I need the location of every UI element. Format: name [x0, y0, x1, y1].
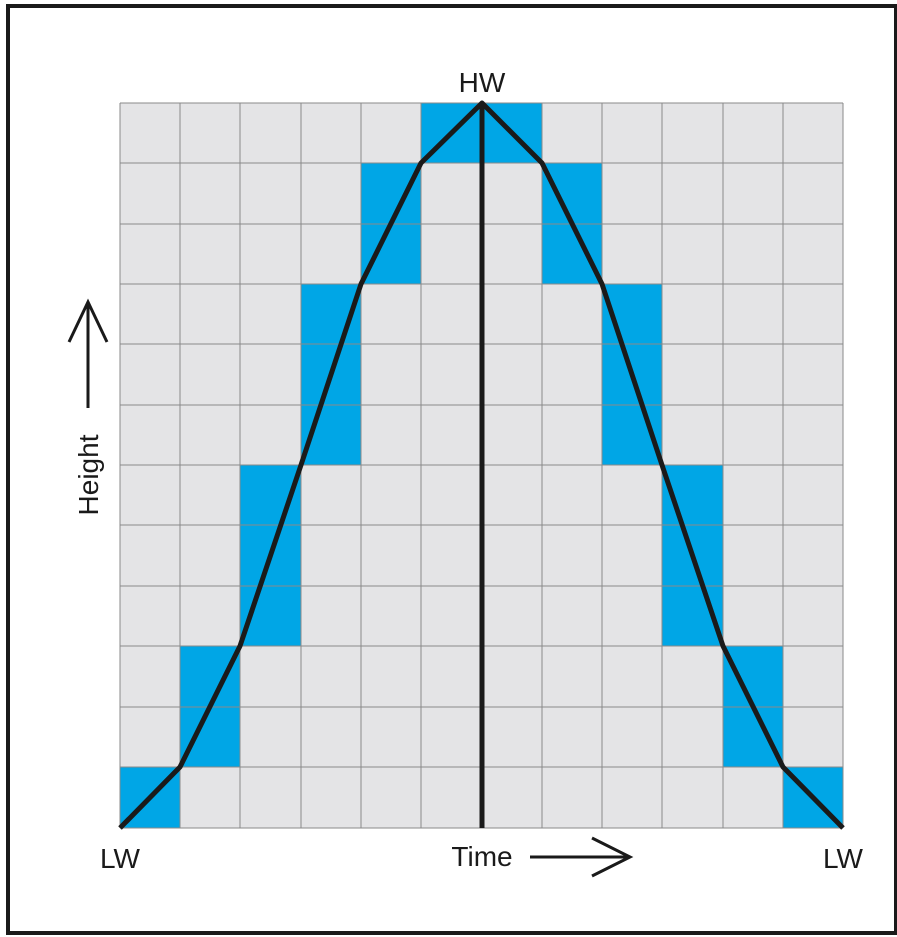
- lw-label: LW: [823, 843, 863, 874]
- lw-label: LW: [100, 843, 140, 874]
- y-axis-label: Height: [73, 434, 104, 515]
- time-arrow: [530, 836, 634, 878]
- x-axis-label: Time: [451, 841, 512, 872]
- hw-label: HW: [459, 67, 506, 98]
- height-arrow: [67, 298, 109, 408]
- tide-curve: [118, 100, 845, 830]
